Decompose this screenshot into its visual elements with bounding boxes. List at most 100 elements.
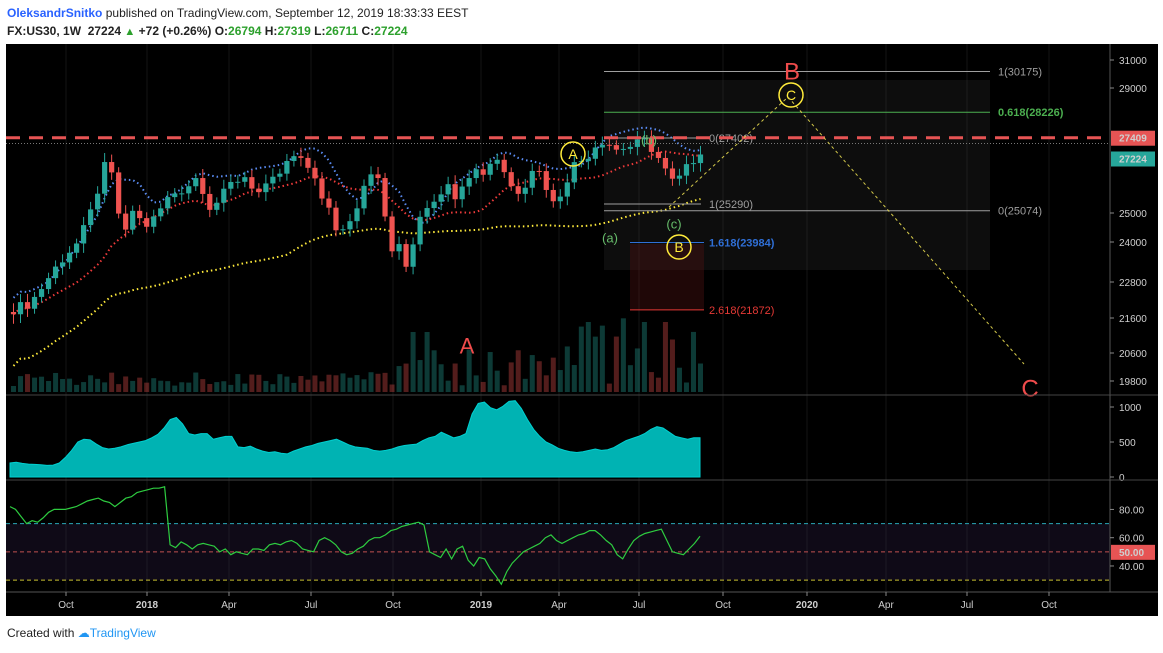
volume-bar	[690, 331, 696, 392]
candle-body	[697, 154, 704, 164]
rsi-pane[interactable]: 80.00 60.00 40.00 50.00	[6, 480, 1155, 592]
up-arrow-icon: ▲	[124, 26, 136, 38]
volume-bar	[466, 349, 472, 392]
candle-body	[515, 186, 521, 194]
fib-level-label: 2.618(21872)	[709, 305, 774, 317]
volume-bar	[130, 380, 136, 392]
tradingview-logo-icon[interactable]: ☁	[77, 626, 90, 640]
price-tick-label: 29000	[1119, 84, 1147, 95]
candle-body	[501, 159, 507, 173]
candle-body	[179, 193, 185, 195]
volume-bar	[179, 382, 185, 392]
rsi-tick-label: 60.00	[1119, 534, 1144, 545]
volume-bar	[228, 384, 234, 392]
candle-body	[221, 188, 227, 203]
volume-bar	[536, 361, 542, 392]
area-tick-label: 1000	[1119, 403, 1142, 414]
tradingview-brand[interactable]: TradingView	[89, 626, 156, 640]
candle-body	[130, 210, 136, 230]
wave-label: C	[786, 87, 796, 103]
volume-bar	[452, 363, 458, 392]
volume-bar	[305, 379, 311, 392]
price-chart[interactable]: 1(30175)0.618(28226)0(27402)1(25290)0(25…	[6, 44, 1158, 616]
candle-body	[431, 201, 437, 209]
volume-bar	[74, 384, 80, 392]
price-tick-label: 25000	[1119, 209, 1147, 220]
close-label: C:	[361, 24, 375, 38]
volume-bar	[648, 372, 654, 392]
volume-bar	[620, 318, 626, 392]
fib-level-label: 1.618(23984)	[709, 238, 775, 250]
candle-body	[459, 186, 465, 200]
volume-bar	[445, 380, 451, 392]
volume-bar	[340, 373, 346, 392]
volume-bar	[333, 375, 339, 392]
price-axis[interactable]: 31000 29000 25000 24000 22800 21600 20600 19800…	[1109, 44, 1155, 592]
volume-bar	[375, 373, 381, 392]
candle-body	[151, 216, 157, 227]
volume-area-fill	[9, 400, 701, 478]
candle-body	[81, 225, 87, 244]
grid-lines	[65, 44, 1050, 592]
rsi-badge-label: 50.00	[1119, 548, 1144, 559]
time-tick-label: Oct	[58, 600, 74, 611]
area-tick-label: 0	[1119, 473, 1125, 484]
volume-bar	[424, 332, 430, 392]
volume-bar	[382, 372, 388, 392]
moving-average-line	[12, 198, 701, 367]
wave-label: A	[460, 334, 475, 359]
fib-level-label: 0(25074)	[998, 206, 1042, 218]
candle-body	[557, 196, 563, 202]
volume-bar	[515, 350, 521, 392]
candle-body	[529, 170, 535, 188]
candle-body	[200, 178, 206, 194]
candle-body	[354, 208, 360, 222]
candle-body	[270, 176, 276, 184]
volume-bar	[676, 367, 682, 392]
candle-body	[494, 159, 500, 164]
volume-bar	[347, 377, 353, 392]
candle-body	[158, 208, 164, 217]
candle-body	[144, 218, 150, 227]
wave-label: (a)	[602, 231, 618, 246]
volume-bar	[543, 375, 549, 392]
author-link[interactable]: OleksandrSnitko	[7, 6, 103, 20]
symbol-label[interactable]: FX:US30, 1W	[7, 24, 82, 38]
candle-body	[186, 186, 192, 194]
candle-body	[522, 187, 528, 194]
candle-body	[277, 173, 283, 177]
area-tick-label: 500	[1119, 438, 1136, 449]
candle-body	[592, 147, 598, 159]
candle-body	[655, 151, 662, 158]
publish-info: OleksandrSnitko published on TradingView…	[7, 6, 468, 20]
candle-body	[669, 168, 676, 179]
candle-body	[473, 169, 479, 179]
volume-bar	[123, 376, 129, 392]
volume-bar	[298, 375, 304, 392]
volume-bar	[88, 375, 94, 392]
time-axis[interactable]: Oct 2018 Apr Jul Oct 2019 Apr Jul Oct 2020 Apr Jul O…	[6, 591, 1158, 611]
price-tick-label: 24000	[1119, 238, 1147, 249]
candle-body	[634, 139, 641, 147]
time-tick-label: Oct	[1041, 600, 1057, 611]
volume-area-pane[interactable]: 1000 500 0	[9, 395, 1142, 484]
candle-body	[375, 174, 381, 179]
volume-bar	[592, 336, 598, 392]
candle-body	[326, 198, 332, 208]
resistance-line[interactable]	[6, 136, 1110, 144]
created-with-text: Created with	[7, 626, 75, 640]
volume-bar	[158, 380, 164, 392]
main-pane[interactable]: 1(30175)0.618(28226)0(27402)1(25290)0(25…	[6, 44, 1155, 592]
candle-body	[284, 161, 290, 174]
candle-body	[340, 229, 346, 231]
volume-bar	[60, 378, 66, 392]
wave-label: B	[784, 58, 800, 85]
candle-body	[452, 184, 458, 200]
candle-body	[564, 182, 570, 197]
volume-bar	[270, 384, 276, 392]
candle-body	[109, 162, 115, 173]
wave-label: (c)	[666, 217, 681, 232]
volume-bar	[263, 380, 269, 392]
volume-bar	[501, 385, 507, 392]
